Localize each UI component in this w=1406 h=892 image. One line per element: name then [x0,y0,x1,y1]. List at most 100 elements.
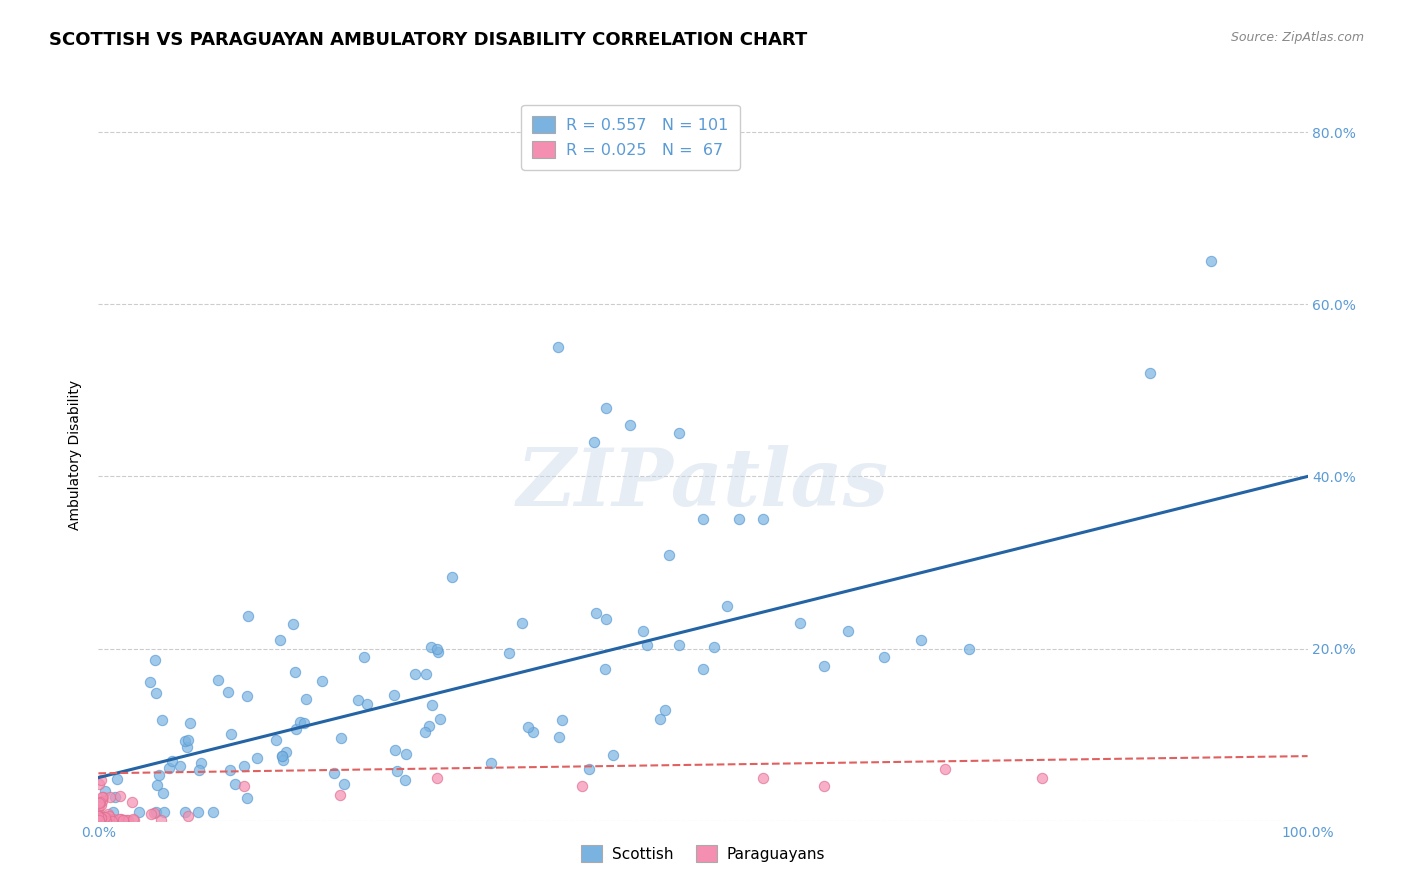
Point [571,779,593,793]
Point [232,779,254,793]
Point [179,716,201,731]
Point [89,814,111,828]
Point [235,689,257,703]
Point [139,807,162,822]
Point [111,814,134,828]
Point [636,638,658,652]
Point [619,417,641,432]
Point [288,715,311,730]
Point [728,512,751,526]
Point [89,814,111,828]
Point [427,644,450,658]
Point [187,805,209,819]
Point [100,814,122,828]
Point [382,689,405,703]
Point [593,661,616,675]
Point [91,814,114,828]
Point [547,730,569,744]
Point [329,731,352,745]
Point [283,617,305,632]
Point [440,570,463,584]
Point [89,809,111,823]
Point [595,401,617,415]
Point [420,640,443,655]
Point [479,756,502,770]
Point [93,813,115,827]
Text: SCOTTISH VS PARAGUAYAN AMBULATORY DISABILITY CORRELATION CHART: SCOTTISH VS PARAGUAYAN AMBULATORY DISABI… [49,31,807,49]
Point [295,691,318,706]
Point [87,800,110,814]
Point [93,784,115,798]
Point [90,814,112,828]
Point [87,814,110,828]
Point [517,720,540,734]
Point [264,732,287,747]
Point [97,809,120,823]
Point [87,813,110,827]
Point [420,698,443,712]
Point [692,662,714,676]
Point [101,805,124,819]
Point [94,814,117,828]
Point [148,768,170,782]
Point [87,802,110,816]
Point [87,809,110,823]
Point [789,615,811,630]
Point [115,813,138,827]
Point [87,814,110,828]
Point [269,632,291,647]
Point [716,599,738,613]
Point [910,632,932,647]
Point [87,813,110,827]
Point [177,809,200,823]
Point [94,814,117,828]
Point [547,340,569,354]
Point [1139,366,1161,380]
Point [98,789,121,804]
Point [219,727,242,741]
Point [285,722,308,736]
Point [87,814,110,828]
Point [415,667,437,681]
Point [323,766,346,780]
Point [107,772,129,786]
Point [426,771,449,785]
Point [91,812,114,826]
Point [668,426,690,441]
Point [418,719,440,733]
Y-axis label: Ambulatory Disability: Ambulatory Disability [69,380,83,530]
Point [90,812,112,826]
Point [429,713,451,727]
Point [90,797,112,812]
Point [813,779,835,793]
Point [270,749,292,764]
Point [1199,254,1222,268]
Point [89,812,111,826]
Point [957,641,980,656]
Point [311,674,333,689]
Point [551,714,574,728]
Point [703,640,725,654]
Point [87,809,110,823]
Point [89,813,111,827]
Point [219,764,242,778]
Point [90,794,112,808]
Point [89,798,111,813]
Point [395,747,418,761]
Point [224,777,246,791]
Point [117,813,139,827]
Point [413,724,436,739]
Point [271,749,294,764]
Point [108,813,131,827]
Point [87,814,110,828]
Point [654,702,676,716]
Point [274,745,297,759]
Point [187,763,209,777]
Point [100,814,122,828]
Point [160,754,183,768]
Point [522,725,544,739]
Point [87,811,110,825]
Point [752,771,775,785]
Point [87,796,110,810]
Legend: Scottish, Paraguayans: Scottish, Paraguayans [575,839,831,868]
